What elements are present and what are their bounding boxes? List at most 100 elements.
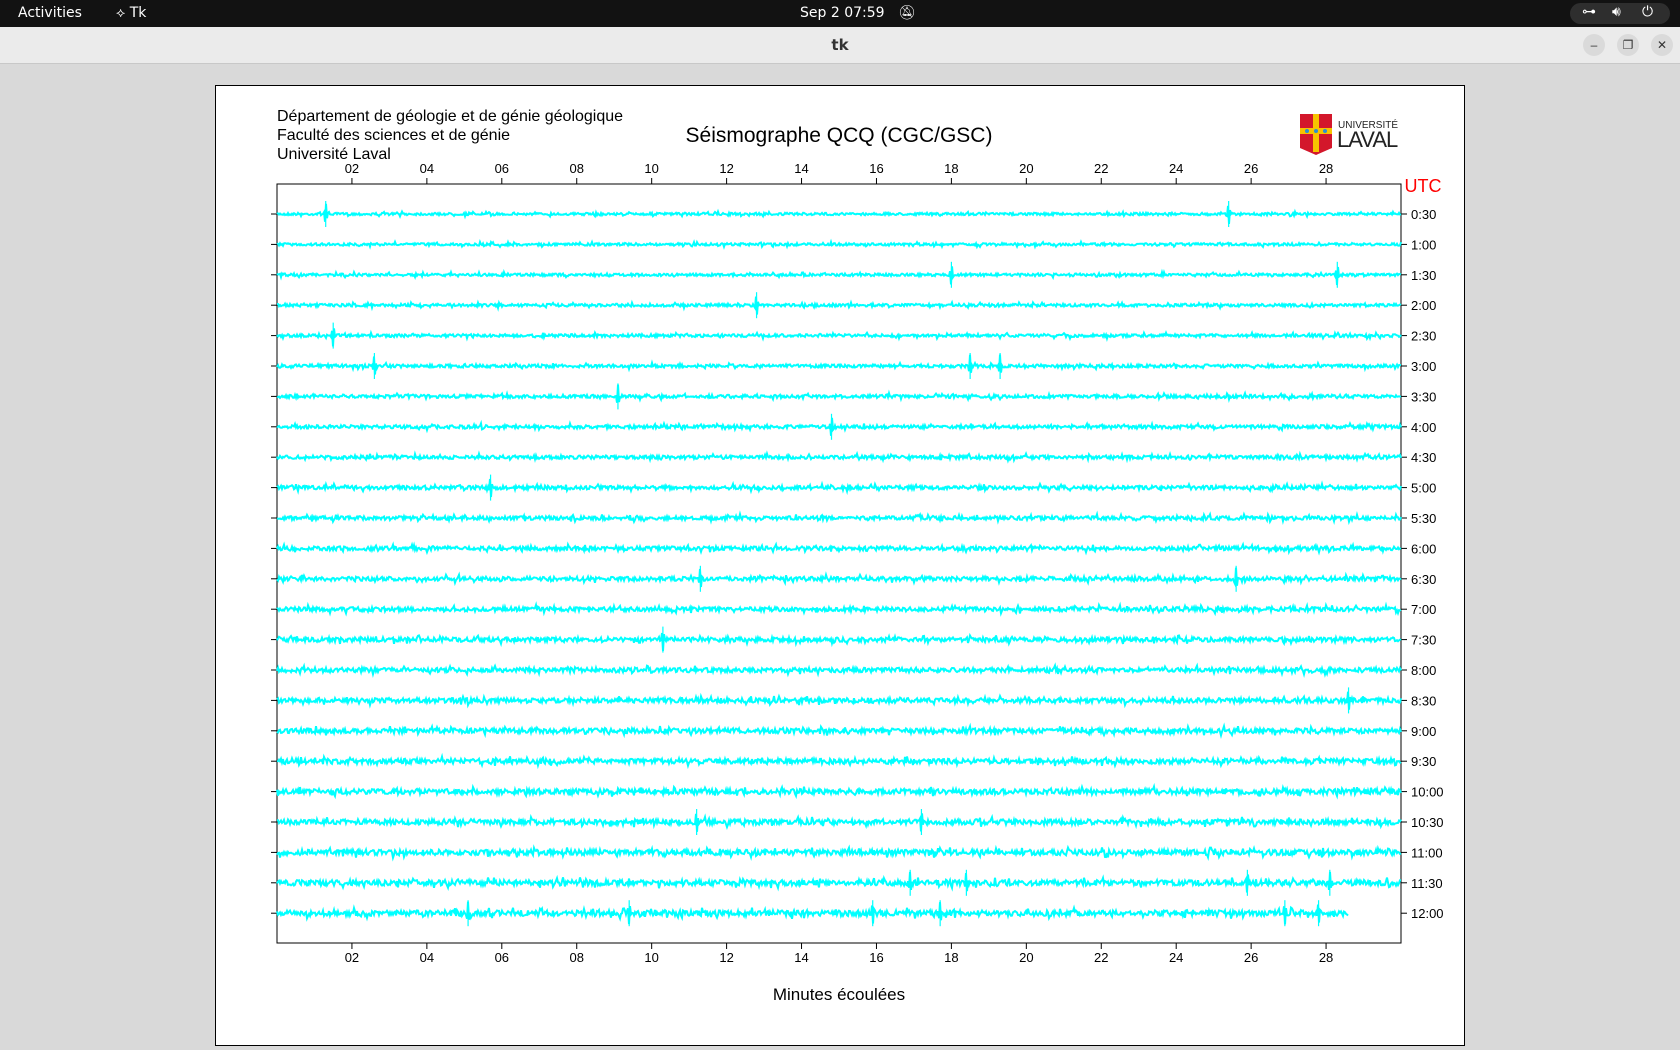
seismic-trace-5:00 (276, 478, 1402, 498)
tk-app-icon: ⟡ (116, 5, 126, 21)
x-tick-label-top: 22 (1094, 161, 1108, 176)
maximize-button[interactable]: ❐ (1617, 34, 1639, 56)
x-tick-label-bottom: 18 (944, 950, 958, 965)
system-top-bar: Activities ⟡ Tk Sep 2 07:59 🔕︎ ⊶ 🔊︎ ⏻ (0, 0, 1680, 27)
row-time-label: 1:00 (1411, 237, 1436, 252)
seismic-trace-4:30 (276, 450, 1402, 464)
seismic-trace-8:00 (276, 662, 1402, 679)
row-time-label: 11:30 (1411, 876, 1443, 891)
x-tick-label-top: 20 (1019, 161, 1033, 176)
app-name: Tk (129, 5, 147, 21)
x-tick-label-bottom: 20 (1019, 950, 1033, 965)
minimize-button[interactable]: – (1583, 34, 1605, 56)
row-time-label: 6:30 (1411, 572, 1436, 587)
x-tick-label-top: 10 (644, 161, 658, 176)
activities-button[interactable]: Activities (18, 5, 82, 21)
x-tick-label-bottom: 26 (1244, 950, 1258, 965)
row-time-label: 11:00 (1411, 845, 1443, 860)
seismic-trace-9:00 (276, 722, 1402, 740)
network-icon: ⊶ (1582, 4, 1596, 20)
row-time-label: 4:00 (1411, 420, 1436, 435)
app-menu[interactable]: ⟡ Tk (116, 5, 146, 21)
seismic-trace-7:00 (276, 601, 1402, 617)
utc-label: UTC (1405, 176, 1442, 196)
plot-frame (276, 183, 1402, 944)
seismic-trace-3:00 (276, 354, 1401, 375)
x-tick-label-top: 02 (345, 161, 359, 176)
x-tick-label-bottom: 22 (1094, 950, 1108, 965)
row-time-label: 2:30 (1411, 329, 1436, 344)
x-tick-label-top: 26 (1244, 161, 1258, 176)
row-time-label: 0:30 (1411, 207, 1436, 222)
row-time-label: 6:00 (1411, 541, 1436, 556)
notifications-muted-icon: 🔕︎ (898, 5, 916, 21)
universite-laval-logo: UNIVERSITÉ LAVAL (1300, 114, 1399, 155)
x-tick-label-bottom: 14 (794, 950, 808, 965)
x-tick-label-bottom: 06 (495, 950, 509, 965)
seismic-trace-12:00 (276, 901, 1349, 925)
seismic-trace-1:30 (276, 266, 1402, 286)
x-tick-label-top: 06 (495, 161, 509, 176)
seismic-trace-11:30 (276, 871, 1401, 893)
seismic-trace-2:30 (276, 328, 1402, 347)
x-tick-label-top: 14 (794, 161, 808, 176)
chart-title: Séismographe QCQ (CGC/GSC) (686, 124, 993, 147)
svg-text:UNIVERSITÉ: UNIVERSITÉ (1338, 118, 1398, 131)
clock[interactable]: Sep 2 07:59 (800, 5, 885, 21)
row-time-label: 9:30 (1411, 754, 1436, 769)
window-title-bar: tk – ❐ ✕ (0, 27, 1680, 64)
row-time-label: 5:00 (1411, 481, 1436, 496)
row-time-label: 1:30 (1411, 268, 1436, 283)
power-icon: ⏻ (1642, 4, 1654, 20)
x-tick-label-bottom: 16 (869, 950, 883, 965)
seismic-trace-6:00 (276, 541, 1402, 556)
x-tick-label-bottom: 08 (569, 950, 583, 965)
row-time-label: 2:00 (1411, 298, 1436, 313)
seismic-trace-11:00 (276, 844, 1402, 862)
x-tick-label-bottom: 28 (1319, 950, 1333, 965)
seismic-trace-5:30 (276, 510, 1402, 526)
row-time-label: 7:30 (1411, 633, 1436, 648)
window-title: tk (831, 36, 849, 54)
seismic-trace-0:30 (276, 203, 1402, 224)
row-time-label: 7:00 (1411, 602, 1436, 617)
row-time-label: 10:00 (1411, 785, 1444, 800)
x-tick-label-bottom: 24 (1169, 950, 1183, 965)
x-tick-label-bottom: 10 (644, 950, 658, 965)
system-status-menu[interactable]: ⊶ 🔊︎ ⏻ (1570, 3, 1670, 24)
row-time-label: 3:00 (1411, 359, 1436, 374)
svg-text:LAVAL: LAVAL (1337, 127, 1398, 152)
row-time-label: 8:00 (1411, 663, 1436, 678)
row-time-label: 8:30 (1411, 693, 1436, 708)
header-line: Département de géologie et de génie géol… (277, 108, 623, 125)
volume-icon: 🔊︎ (1612, 4, 1621, 20)
x-axis-label: Minutes écoulées (773, 985, 905, 1004)
row-time-label: 5:30 (1411, 511, 1436, 526)
x-tick-label-top: 28 (1319, 161, 1333, 176)
x-tick-label-top: 08 (569, 161, 583, 176)
x-tick-label-top: 04 (420, 161, 434, 176)
x-tick-label-top: 16 (869, 161, 883, 176)
header-line: Faculté des sciences et de génie (277, 127, 510, 144)
x-tick-label-bottom: 12 (719, 950, 733, 965)
seismic-trace-2:00 (277, 296, 1402, 315)
row-time-label: 9:00 (1411, 724, 1436, 739)
row-time-label: 10:30 (1411, 815, 1444, 830)
seismic-trace-10:30 (277, 813, 1402, 832)
x-tick-label-top: 24 (1169, 161, 1183, 176)
row-time-label: 3:30 (1411, 389, 1436, 404)
x-tick-label-bottom: 04 (420, 950, 434, 965)
close-button[interactable]: ✕ (1651, 34, 1673, 56)
seismic-trace-9:30 (276, 752, 1402, 770)
x-tick-label-top: 12 (719, 161, 733, 176)
seismic-trace-4:00 (276, 417, 1402, 436)
row-time-label: 12:00 (1411, 906, 1444, 921)
seismic-trace-3:30 (276, 384, 1402, 404)
x-tick-label-bottom: 02 (345, 950, 359, 965)
row-time-label: 4:30 (1411, 450, 1436, 465)
x-tick-label-top: 18 (944, 161, 958, 176)
seismic-trace-1:00 (276, 238, 1402, 250)
seismic-trace-6:30 (276, 567, 1402, 588)
header-line: Université Laval (277, 146, 391, 163)
